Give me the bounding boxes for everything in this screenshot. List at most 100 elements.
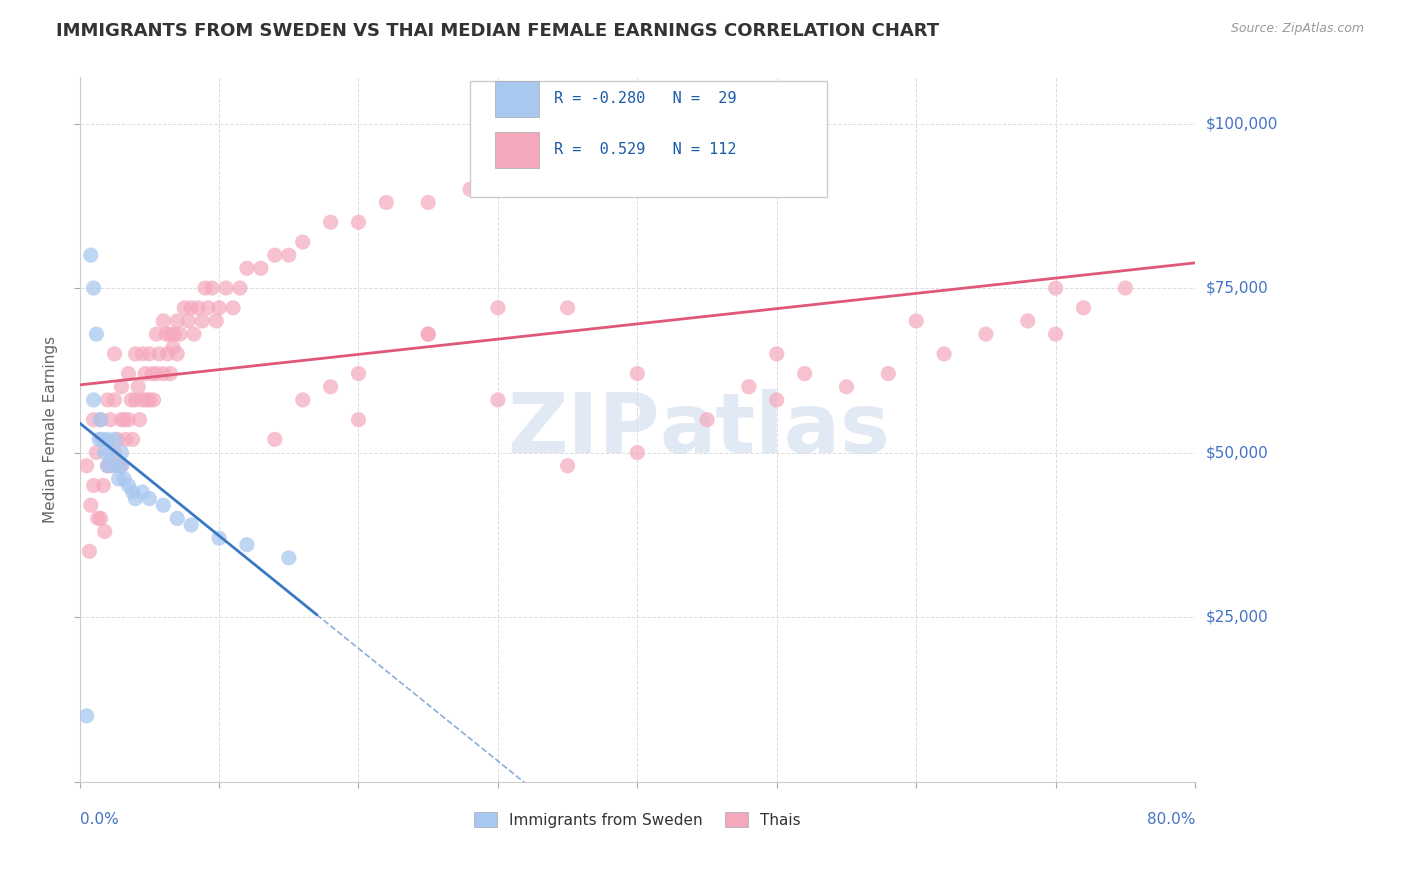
Point [98,412,121,426]
Point [418,327,440,342]
Point [120,392,142,407]
Point [194,281,217,295]
Point [347,367,370,381]
Point [128,412,150,426]
Point [418,327,440,342]
Point [215,281,238,295]
Point [103,392,125,407]
Point [187,301,209,315]
Point [932,347,955,361]
Point [229,281,252,295]
Point [159,367,181,381]
Point [277,248,299,262]
Text: R =  0.529   N = 112: R = 0.529 N = 112 [554,143,737,157]
Point [138,392,160,407]
Point [83,478,105,492]
Text: $50,000: $50,000 [1206,445,1268,460]
Point [76,709,98,723]
Point [1114,281,1136,295]
Point [135,392,157,407]
Point [162,340,184,354]
Point [418,195,440,210]
Point [131,392,153,407]
Point [145,367,167,381]
Text: R = -0.280   N =  29: R = -0.280 N = 29 [554,91,737,106]
Point [96,392,118,407]
Point [124,491,146,506]
Point [486,301,509,315]
Point [166,347,188,361]
Point [458,182,481,196]
Point [112,472,135,486]
Point [515,182,537,196]
Point [222,301,245,315]
Point [145,327,167,342]
Point [110,445,132,459]
Point [291,392,314,407]
Point [103,445,125,459]
Point [117,412,139,426]
Point [197,301,219,315]
Point [103,458,125,473]
Point [141,367,163,381]
Point [124,347,146,361]
Point [654,149,676,163]
Point [121,433,143,447]
Point [208,301,231,315]
Point [114,433,136,447]
Point [83,392,105,407]
Point [79,544,101,558]
Point [291,235,314,249]
Point [208,531,231,545]
Point [91,433,114,447]
Point [1045,281,1067,295]
Point [236,538,259,552]
Text: atlas: atlas [659,389,890,470]
Point [83,281,105,295]
Point [166,511,188,525]
Text: IMMIGRANTS FROM SWEDEN VS THAI MEDIAN FEMALE EARNINGS CORRELATION CHART: IMMIGRANTS FROM SWEDEN VS THAI MEDIAN FE… [56,22,939,40]
Point [163,327,186,342]
Point [277,550,299,565]
Point [142,392,165,407]
Point [905,314,928,328]
Point [557,301,579,315]
Point [98,458,121,473]
Point [83,412,105,426]
Point [93,445,115,459]
FancyBboxPatch shape [470,81,827,197]
Point [86,445,108,459]
FancyBboxPatch shape [495,81,538,117]
Point [87,511,110,525]
Point [486,392,509,407]
Point [121,485,143,500]
Point [696,129,718,144]
Text: $25,000: $25,000 [1206,609,1268,624]
Point [80,248,103,262]
Point [205,314,228,328]
Text: Source: ZipAtlas.com: Source: ZipAtlas.com [1230,22,1364,36]
Point [148,347,170,361]
Point [110,412,132,426]
Point [90,412,112,426]
Point [159,327,181,342]
Point [76,458,98,473]
Text: ZIP: ZIP [508,389,659,470]
Point [347,412,370,426]
Point [105,433,128,447]
Point [236,261,259,276]
Point [103,433,125,447]
Point [131,485,153,500]
Point [80,498,103,512]
Point [110,458,132,473]
Text: $100,000: $100,000 [1206,116,1278,131]
Point [89,433,111,447]
Point [696,412,718,426]
Point [107,472,129,486]
Point [138,491,160,506]
Point [191,314,214,328]
Point [263,433,285,447]
Legend: Immigrants from Sweden, Thais: Immigrants from Sweden, Thais [468,805,807,834]
Point [152,498,174,512]
Point [127,380,149,394]
